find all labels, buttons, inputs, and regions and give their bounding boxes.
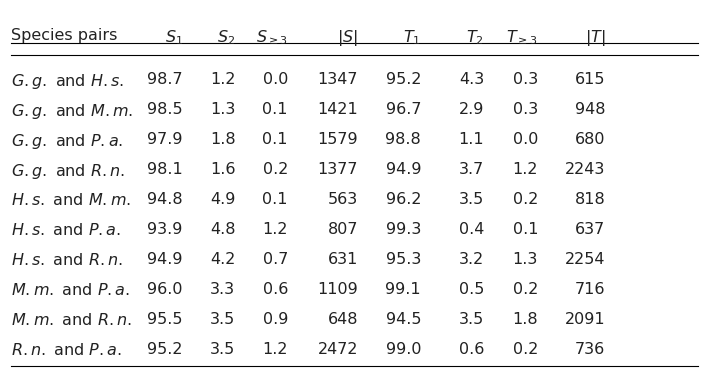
Text: 1347: 1347 [318, 72, 358, 87]
Text: 2091: 2091 [564, 312, 605, 327]
Text: 1.2: 1.2 [262, 342, 288, 357]
Text: 637: 637 [575, 222, 605, 237]
Text: 0.3: 0.3 [513, 72, 538, 87]
Text: 0.2: 0.2 [513, 282, 538, 297]
Text: 807: 807 [328, 222, 358, 237]
Text: $T_{\geq3}$: $T_{\geq3}$ [506, 28, 538, 47]
Text: 680: 680 [575, 132, 605, 147]
Text: $M.m.$ and $P.a.$: $M.m.$ and $P.a.$ [11, 282, 130, 298]
Text: $M.m.$ and $R.n.$: $M.m.$ and $R.n.$ [11, 312, 132, 328]
Text: 1.2: 1.2 [262, 222, 288, 237]
Text: 948: 948 [575, 102, 605, 117]
Text: $G.g.$ and $M.m.$: $G.g.$ and $M.m.$ [11, 102, 133, 121]
Text: 0.9: 0.9 [262, 312, 288, 327]
Text: 0.1: 0.1 [262, 192, 288, 207]
Text: 1.8: 1.8 [513, 312, 538, 327]
Text: 94.9: 94.9 [147, 252, 183, 267]
Text: 3.3: 3.3 [211, 282, 235, 297]
Text: 631: 631 [328, 252, 358, 267]
Text: 2243: 2243 [565, 162, 605, 177]
Text: 4.9: 4.9 [210, 192, 235, 207]
Text: $H.s.$ and $R.n.$: $H.s.$ and $R.n.$ [11, 252, 123, 268]
Text: $|S|$: $|S|$ [337, 28, 358, 48]
Text: 2472: 2472 [318, 342, 358, 357]
Text: 1.3: 1.3 [513, 252, 538, 267]
Text: 2254: 2254 [565, 252, 605, 267]
Text: $S_{\geq3}$: $S_{\geq3}$ [256, 28, 288, 47]
Text: 818: 818 [574, 192, 605, 207]
Text: 4.3: 4.3 [459, 72, 484, 87]
Text: 96.0: 96.0 [147, 282, 183, 297]
Text: 98.7: 98.7 [147, 72, 183, 87]
Text: 3.5: 3.5 [210, 342, 235, 357]
Text: $T_1$: $T_1$ [403, 28, 421, 47]
Text: 4.8: 4.8 [210, 222, 235, 237]
Text: 1.8: 1.8 [210, 132, 235, 147]
Text: 0.3: 0.3 [513, 102, 538, 117]
Text: 0.1: 0.1 [262, 132, 288, 147]
Text: 98.8: 98.8 [385, 132, 421, 147]
Text: 615: 615 [575, 72, 605, 87]
Text: 99.3: 99.3 [386, 222, 421, 237]
Text: $S_1$: $S_1$ [164, 28, 183, 47]
Text: Species pairs: Species pairs [11, 28, 118, 43]
Text: 0.2: 0.2 [513, 192, 538, 207]
Text: 95.2: 95.2 [386, 72, 421, 87]
Text: $G.g.$ and $R.n.$: $G.g.$ and $R.n.$ [11, 162, 125, 181]
Text: 0.6: 0.6 [459, 342, 484, 357]
Text: 0.1: 0.1 [262, 102, 288, 117]
Text: 93.9: 93.9 [147, 222, 183, 237]
Text: 0.0: 0.0 [513, 132, 538, 147]
Text: 0.6: 0.6 [262, 282, 288, 297]
Text: $R.n.$ and $P.a.$: $R.n.$ and $P.a.$ [11, 342, 122, 358]
Text: 99.1: 99.1 [386, 282, 421, 297]
Text: 0.2: 0.2 [513, 342, 538, 357]
Text: 98.1: 98.1 [147, 162, 183, 177]
Text: 94.8: 94.8 [147, 192, 183, 207]
Text: 736: 736 [575, 342, 605, 357]
Text: 98.5: 98.5 [147, 102, 183, 117]
Text: 3.7: 3.7 [459, 162, 484, 177]
Text: 1579: 1579 [318, 132, 358, 147]
Text: 95.3: 95.3 [386, 252, 421, 267]
Text: $H.s.$ and $P.a.$: $H.s.$ and $P.a.$ [11, 222, 121, 238]
Text: 1109: 1109 [317, 282, 358, 297]
Text: 0.4: 0.4 [459, 222, 484, 237]
Text: $H.s.$ and $M.m.$: $H.s.$ and $M.m.$ [11, 192, 131, 208]
Text: 95.5: 95.5 [147, 312, 183, 327]
Text: $G.g.$ and $P.a.$: $G.g.$ and $P.a.$ [11, 132, 123, 151]
Text: 716: 716 [575, 282, 605, 297]
Text: 563: 563 [328, 192, 358, 207]
Text: 1.6: 1.6 [210, 162, 235, 177]
Text: 0.1: 0.1 [513, 222, 538, 237]
Text: $T_2$: $T_2$ [467, 28, 484, 47]
Text: $S_2$: $S_2$ [217, 28, 235, 47]
Text: 0.5: 0.5 [459, 282, 484, 297]
Text: 1.2: 1.2 [210, 72, 235, 87]
Text: 3.2: 3.2 [459, 252, 484, 267]
Text: 3.5: 3.5 [210, 312, 235, 327]
Text: 94.5: 94.5 [386, 312, 421, 327]
Text: 99.0: 99.0 [386, 342, 421, 357]
Text: 0.7: 0.7 [262, 252, 288, 267]
Text: 0.0: 0.0 [262, 72, 288, 87]
Text: 3.5: 3.5 [459, 312, 484, 327]
Text: 4.2: 4.2 [210, 252, 235, 267]
Text: $G.g.$ and $H.s.$: $G.g.$ and $H.s.$ [11, 72, 124, 91]
Text: 1.1: 1.1 [459, 132, 484, 147]
Text: 95.2: 95.2 [147, 342, 183, 357]
Text: 94.9: 94.9 [386, 162, 421, 177]
Text: $|T|$: $|T|$ [585, 28, 605, 48]
Text: 1421: 1421 [317, 102, 358, 117]
Text: 1.2: 1.2 [513, 162, 538, 177]
Text: 96.7: 96.7 [386, 102, 421, 117]
Text: 648: 648 [328, 312, 358, 327]
Text: 97.9: 97.9 [147, 132, 183, 147]
Text: 1377: 1377 [318, 162, 358, 177]
Text: 96.2: 96.2 [386, 192, 421, 207]
Text: 0.2: 0.2 [262, 162, 288, 177]
Text: 2.9: 2.9 [459, 102, 484, 117]
Text: 3.5: 3.5 [459, 192, 484, 207]
Text: 1.3: 1.3 [210, 102, 235, 117]
